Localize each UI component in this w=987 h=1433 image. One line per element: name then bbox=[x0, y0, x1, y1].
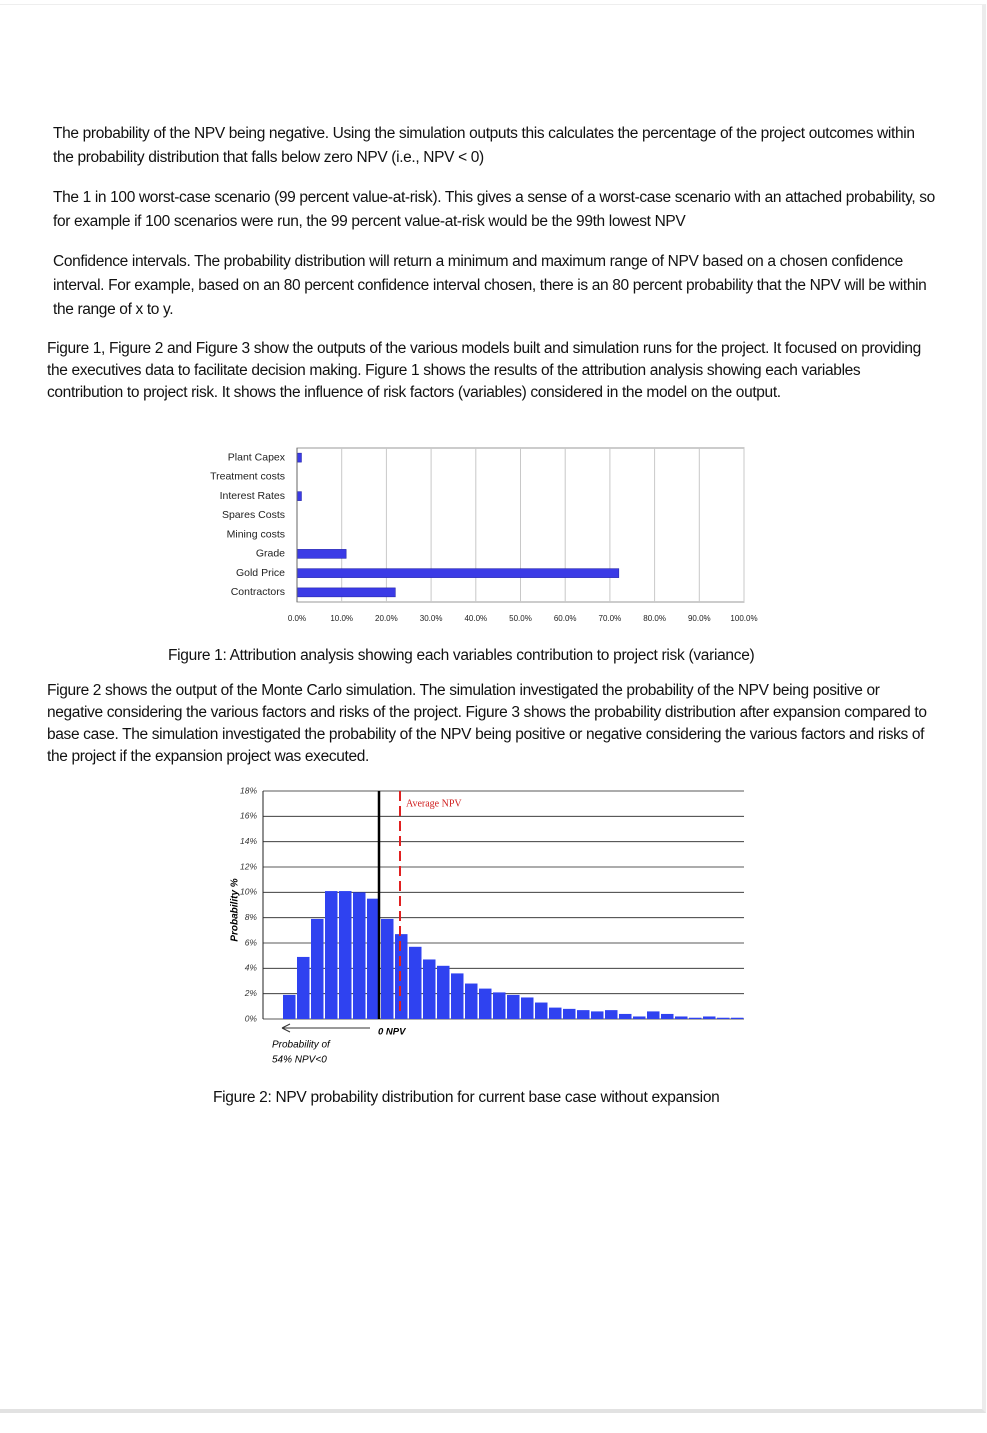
list-item: The probability of the NPV being negativ… bbox=[53, 125, 915, 166]
bar bbox=[479, 988, 492, 1019]
y-tick-label: Contractors bbox=[231, 586, 285, 598]
annotation: Probability of bbox=[272, 1040, 331, 1051]
x-tick-label: 60.0% bbox=[554, 614, 577, 623]
y-tick-label: 18% bbox=[240, 785, 257, 795]
bar bbox=[549, 1007, 562, 1019]
bar bbox=[465, 983, 478, 1019]
y-tick-label: Mining costs bbox=[227, 528, 285, 540]
x-tick-label: 0.0% bbox=[288, 614, 306, 623]
bar bbox=[493, 992, 506, 1019]
bar bbox=[731, 1017, 744, 1019]
npv-distribution-chart: Probability % 0% 2% 4% 6% 8% 10% 12% 14% 16% 18% A… bbox=[230, 785, 744, 1066]
bar bbox=[619, 1013, 632, 1019]
bar bbox=[297, 956, 310, 1019]
x-tick-label: 40.0% bbox=[464, 614, 487, 623]
x-tick-label: 20.0% bbox=[375, 614, 398, 623]
bar bbox=[605, 1010, 618, 1019]
figure-caption: Figure 2: NPV probability distribution f… bbox=[213, 1089, 720, 1106]
bar bbox=[521, 997, 534, 1019]
bar bbox=[451, 973, 464, 1019]
bar bbox=[647, 1011, 660, 1019]
figure-caption: Figure 1: Attribution analysis showing e… bbox=[168, 647, 755, 664]
annotation: 0 NPV bbox=[378, 1027, 406, 1038]
bar bbox=[283, 994, 296, 1019]
bar bbox=[339, 891, 352, 1019]
bar bbox=[367, 898, 380, 1019]
bar bbox=[296, 568, 620, 578]
y-tick-label: Treatment costs bbox=[210, 471, 285, 483]
x-tick-label: 80.0% bbox=[643, 614, 666, 623]
bar bbox=[563, 1008, 576, 1019]
bar bbox=[381, 918, 394, 1019]
y-tick-label: 12% bbox=[240, 861, 257, 871]
x-tick-label: 70.0% bbox=[599, 614, 622, 623]
annotation: Average NPV bbox=[406, 798, 462, 809]
bar bbox=[689, 1017, 702, 1019]
annotation: 54% NPV<0 bbox=[272, 1055, 327, 1066]
list-item: The 1 in 100 worst-case scenario (99 per… bbox=[53, 189, 935, 230]
bar bbox=[437, 965, 450, 1019]
y-tick-label: Gold Price bbox=[236, 567, 285, 579]
y-tick-label: Interest Rates bbox=[220, 490, 285, 502]
x-tick-label: 10.0% bbox=[330, 614, 353, 623]
paragraph: Figure 1, Figure 2 and Figure 3 show the… bbox=[47, 340, 921, 401]
bar bbox=[296, 491, 302, 501]
bar bbox=[661, 1013, 674, 1019]
bar bbox=[296, 549, 347, 559]
bar bbox=[535, 1002, 548, 1019]
y-tick-label: Plant Capex bbox=[228, 451, 286, 463]
paragraph: Figure 2 shows the output of the Monte C… bbox=[47, 682, 927, 765]
bar bbox=[353, 892, 366, 1019]
bar bbox=[633, 1016, 646, 1019]
bar bbox=[409, 946, 422, 1019]
bar bbox=[717, 1017, 730, 1019]
x-tick-label: 90.0% bbox=[688, 614, 711, 623]
bar bbox=[675, 1016, 688, 1019]
bar bbox=[325, 891, 338, 1019]
x-tick-label: 100.0% bbox=[730, 614, 757, 623]
x-tick-label: 50.0% bbox=[509, 614, 532, 623]
attribution-chart: 0.0% 10.0% 20.0% 30.0% 40.0% 50.0% 60.0% 70.0% 8… bbox=[210, 447, 758, 623]
y-tick-label: 2% bbox=[244, 988, 258, 998]
y-tick-label: 0% bbox=[245, 1013, 258, 1023]
y-tick-label: 14% bbox=[240, 836, 257, 846]
y-tick-label: 10% bbox=[240, 887, 257, 897]
list-item: Confidence intervals. The probability di… bbox=[53, 253, 927, 318]
x-tick-label: 30.0% bbox=[420, 614, 443, 623]
y-tick-label: Grade bbox=[256, 548, 285, 560]
y-tick-label: 16% bbox=[240, 811, 257, 821]
bar bbox=[311, 918, 324, 1019]
bar bbox=[296, 587, 396, 598]
y-tick-label: 6% bbox=[245, 937, 258, 947]
bar bbox=[591, 1011, 604, 1019]
y-axis-label: Probability % bbox=[230, 878, 241, 941]
y-tick-label: 4% bbox=[245, 963, 258, 973]
arrow-head bbox=[281, 1023, 291, 1033]
bar bbox=[703, 1016, 716, 1019]
bar bbox=[577, 1010, 590, 1019]
bar bbox=[296, 452, 302, 463]
y-tick-label: Spares Costs bbox=[222, 509, 285, 521]
document-sheet bbox=[0, 4, 986, 1413]
bar bbox=[507, 994, 520, 1019]
bar bbox=[395, 934, 408, 1019]
bar bbox=[423, 959, 436, 1019]
y-tick-label: 8% bbox=[245, 912, 258, 922]
